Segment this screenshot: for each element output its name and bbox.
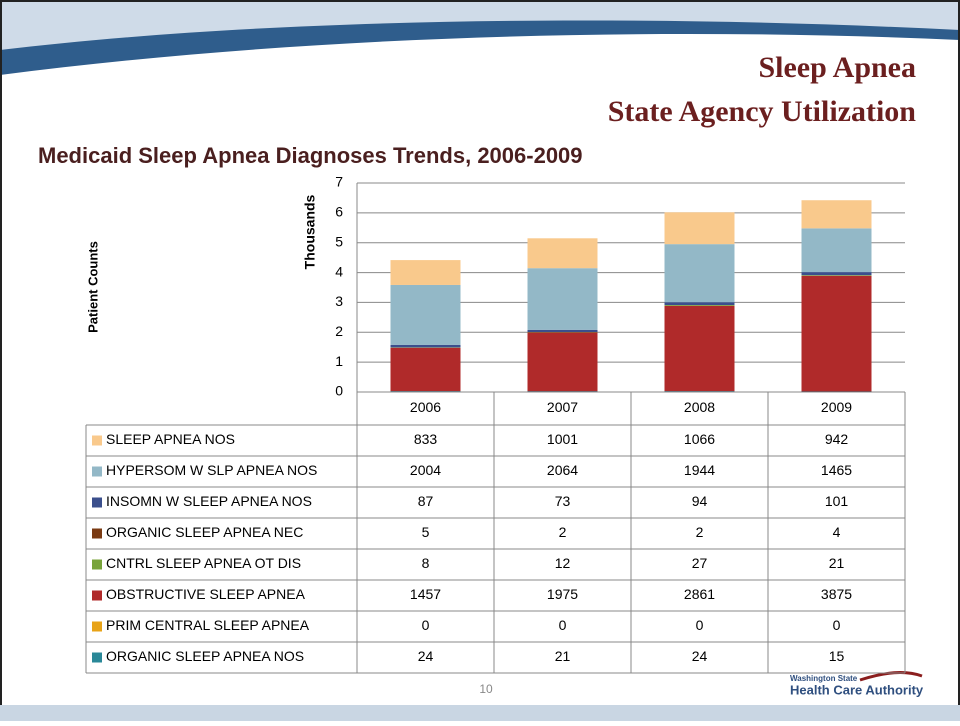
bar-segment: [391, 285, 461, 345]
legend-label: OBSTRUCTIVE SLEEP APNEA: [106, 586, 306, 602]
legend-label: ORGANIC SLEEP APNEA NEC: [106, 524, 303, 540]
table-cell: 0: [422, 617, 430, 633]
table-cell: 942: [825, 431, 849, 447]
table-cell: 2861: [684, 586, 715, 602]
y-tick-label: 6: [335, 204, 343, 220]
y-tick-label: 4: [335, 263, 343, 279]
y-axis-label: Patient Counts: [85, 241, 100, 333]
y-tick-label: 2: [335, 323, 343, 339]
slide-title: Sleep Apnea: [758, 51, 916, 84]
y-tick-label: 7: [335, 174, 343, 190]
bar-segment: [391, 260, 461, 285]
table-cell: 1944: [684, 462, 715, 478]
logo-text: Health Care Authority: [790, 682, 924, 697]
table-cell: 1001: [547, 431, 578, 447]
table-cell: 87: [418, 493, 434, 509]
table-cell: 24: [692, 648, 708, 664]
bar-segment: [665, 391, 735, 392]
x-tick-label: 2007: [547, 399, 578, 415]
legend-swatch: [92, 467, 102, 477]
table-cell: 833: [414, 431, 438, 447]
table-cell: 21: [555, 648, 571, 664]
bar-segment: [665, 212, 735, 244]
table-cell: 0: [833, 617, 841, 633]
table-cell: 2: [559, 524, 567, 540]
bar-segment: [528, 330, 598, 332]
legend-swatch: [92, 622, 102, 632]
legend-swatch: [92, 436, 102, 446]
legend-swatch: [92, 560, 102, 570]
page-number: 10: [479, 682, 493, 696]
table-cell: 27: [692, 555, 708, 571]
bar-segment: [391, 391, 461, 392]
bar-segment: [391, 345, 461, 348]
bar-segment: [802, 272, 872, 275]
bar-segment: [665, 306, 735, 391]
bar-segment: [528, 391, 598, 392]
table-cell: 21: [829, 555, 845, 571]
bar-segment: [802, 275, 872, 276]
footer-band: [0, 705, 960, 721]
table-cell: 15: [829, 648, 845, 664]
table-cell: 0: [696, 617, 704, 633]
legend-swatch: [92, 498, 102, 508]
legend-label: PRIM CENTRAL SLEEP APNEA: [106, 617, 310, 633]
table-cell: 4: [833, 524, 841, 540]
x-tick-label: 2006: [410, 399, 441, 415]
bar-segment: [528, 332, 598, 391]
bar-segment: [802, 200, 872, 228]
legend-swatch: [92, 529, 102, 539]
table-cell: 1465: [821, 462, 852, 478]
y-unit-label: Thousands: [302, 194, 318, 269]
x-tick-label: 2009: [821, 399, 852, 415]
table-cell: 3875: [821, 586, 852, 602]
legend-label: ORGANIC SLEEP APNEA NOS: [106, 648, 304, 664]
bar-segment: [391, 348, 461, 392]
legend-label: HYPERSOM W SLP APNEA NOS: [106, 462, 317, 478]
bar-segment: [528, 268, 598, 330]
slide-title: State Agency Utilization: [608, 95, 917, 128]
table-cell: 94: [692, 493, 708, 509]
table-cell: 0: [559, 617, 567, 633]
table-cell: 1457: [410, 586, 441, 602]
table-cell: 1066: [684, 431, 715, 447]
table-cell: 2064: [547, 462, 578, 478]
legend-label: SLEEP APNEA NOS: [106, 431, 235, 447]
table-cell: 101: [825, 493, 849, 509]
table-cell: 2004: [410, 462, 441, 478]
legend-swatch: [92, 653, 102, 663]
chart-title: Medicaid Sleep Apnea Diagnoses Trends, 2…: [38, 143, 583, 168]
bar-segment: [802, 228, 872, 272]
table-cell: 24: [418, 648, 434, 664]
table-cell: 73: [555, 493, 571, 509]
bar-segment: [528, 238, 598, 268]
legend-swatch: [92, 591, 102, 601]
bar-segment: [802, 276, 872, 392]
table-cell: 1975: [547, 586, 578, 602]
x-tick-label: 2008: [684, 399, 715, 415]
y-tick-label: 1: [335, 353, 343, 369]
y-tick-label: 5: [335, 233, 343, 249]
table-cell: 5: [422, 524, 430, 540]
y-tick-label: 0: [335, 383, 343, 399]
bar-segment: [665, 305, 735, 306]
bar-segment: [665, 302, 735, 305]
table-cell: 8: [422, 555, 430, 571]
table-cell: 2: [696, 524, 704, 540]
bar-segment: [665, 244, 735, 302]
y-tick-label: 3: [335, 293, 343, 309]
table-cell: 12: [555, 555, 571, 571]
legend-label: CNTRL SLEEP APNEA OT DIS: [106, 555, 301, 571]
legend-label: INSOMN W SLEEP APNEA NOS: [106, 493, 312, 509]
